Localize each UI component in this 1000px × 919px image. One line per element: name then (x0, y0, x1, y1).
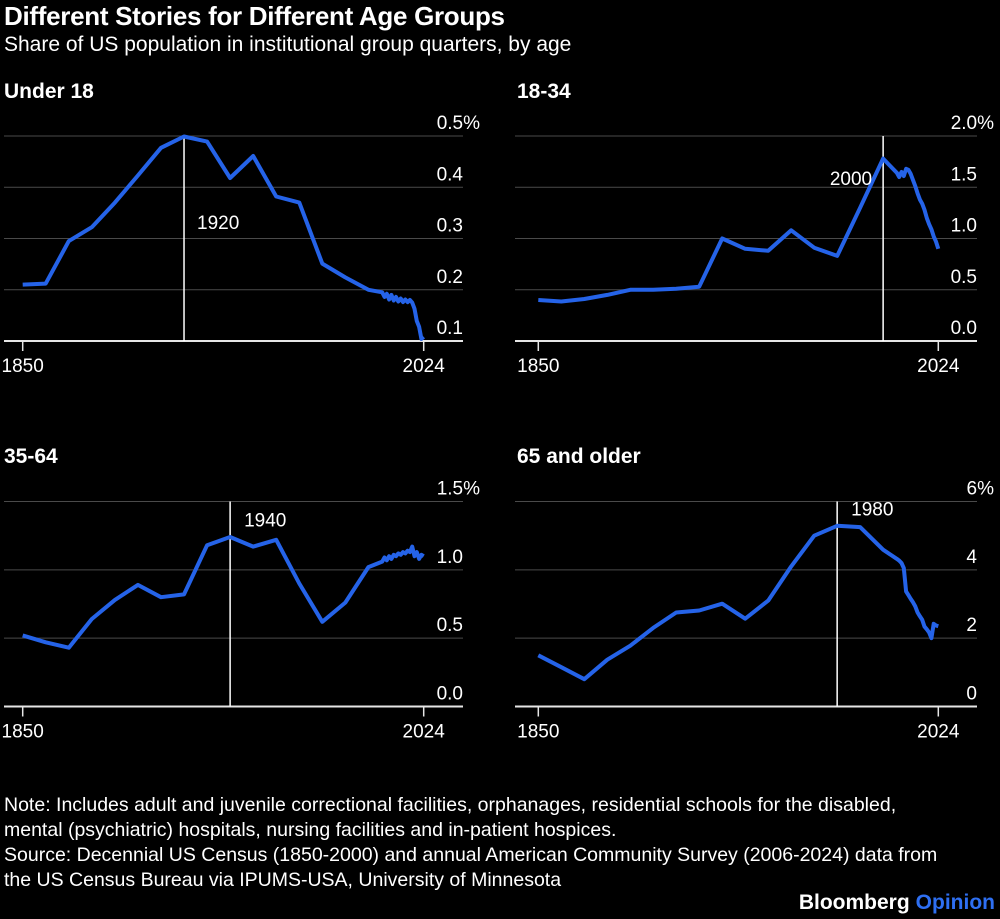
y-axis-label: 0.3 (437, 216, 463, 237)
data-line (22, 535, 425, 650)
y-axis-label: 0 (966, 684, 977, 705)
x-axis-label: 2024 (403, 722, 446, 743)
y-axis-label: 4 (966, 547, 977, 568)
source-note: Source: Decennial US Census (1850-2000) … (4, 843, 937, 892)
y-axis-label: 0.0 (437, 684, 463, 705)
y-axis-label: 0.5 (437, 615, 463, 636)
x-axis-label: 1850 (2, 356, 44, 377)
x-axis-label: 1850 (517, 356, 559, 377)
y-axis-label: 1.5% (437, 479, 480, 500)
annotation-label: 1980 (851, 500, 893, 521)
chart-title: 65 and older (517, 445, 641, 468)
chart-title: Under 18 (4, 80, 94, 103)
chart-canvas-18-34: 0.0 0.5 1.0 1.5 2.0% 1850 2024 2000 (515, 113, 994, 377)
subtitle: Share of US population in institutional … (4, 33, 572, 56)
source-line-1: Source: Decennial US Census (1850-2000) … (4, 844, 938, 866)
y-axis-label: 6% (967, 479, 995, 500)
brand-bloomberg: Bloomberg (798, 891, 910, 914)
annotation-label: 1920 (197, 213, 239, 234)
y-axis-label: 2 (966, 615, 977, 636)
x-axis-label: 2024 (403, 356, 446, 377)
footnote-line-1: Note: Includes adult and juvenile correc… (4, 794, 897, 816)
y-axis-label: 0.4 (437, 164, 464, 185)
data-line (22, 134, 426, 341)
brand-logo: Bloomberg Opinion (799, 891, 995, 915)
chart-panel-under-18: Under 18 0.1 0.2 0.3 0.4 0.5% 1850 2024 1920 (0, 75, 500, 385)
footnote: Note: Includes adult and juvenile correc… (4, 793, 896, 842)
data-line (538, 156, 941, 304)
annotation-label: 1940 (244, 511, 286, 532)
chart-panel-65-older: 65 and older 0 2 4 6% 1850 2024 1980 (500, 440, 1000, 750)
chart-panel-18-34: 18-34 0.0 0.5 1.0 1.5 2.0% 1850 2024 2000 (500, 75, 1000, 385)
chart-canvas-under-18: 0.1 0.2 0.3 0.4 0.5% 1850 2024 1920 (2, 113, 481, 377)
y-axis-label: 1.5 (951, 164, 977, 185)
footnote-line-2: mental (psychiatric) hospitals, nursing … (4, 818, 617, 841)
chart-title: 35-64 (4, 445, 58, 468)
main-title: Different Stories for Different Age Grou… (4, 1, 505, 31)
y-axis-label: 1.0 (437, 547, 463, 568)
chart-title: 18-34 (517, 80, 571, 103)
brand-opinion: Opinion (915, 891, 995, 914)
data-line (537, 523, 939, 682)
chart-canvas-65-older: 0 2 4 6% 1850 2024 1980 (515, 479, 995, 743)
y-axis-label: 2.0% (951, 113, 994, 134)
y-axis-label: 0.5 (951, 267, 977, 288)
annotation-label: 2000 (830, 169, 872, 190)
y-axis-label: 0.1 (437, 318, 463, 339)
source-line-2: the US Census Bureau via IPUMS-USA, Univ… (4, 868, 562, 891)
y-axis-label: 0.5% (437, 113, 480, 134)
y-axis-label: 0.0 (951, 318, 977, 339)
chart-panel-35-64: 35-64 0.0 0.5 1.0 1.5% 1850 2024 1940 (0, 440, 500, 750)
x-axis-label: 2024 (917, 722, 960, 743)
x-axis-label: 1850 (517, 722, 559, 743)
x-axis-label: 2024 (917, 356, 960, 377)
chart-canvas-35-64: 0.0 0.5 1.0 1.5% 1850 2024 1940 (2, 479, 481, 743)
y-axis-label: 0.2 (437, 267, 463, 288)
y-axis-label: 1.0 (951, 216, 977, 237)
x-axis-label: 1850 (2, 722, 44, 743)
